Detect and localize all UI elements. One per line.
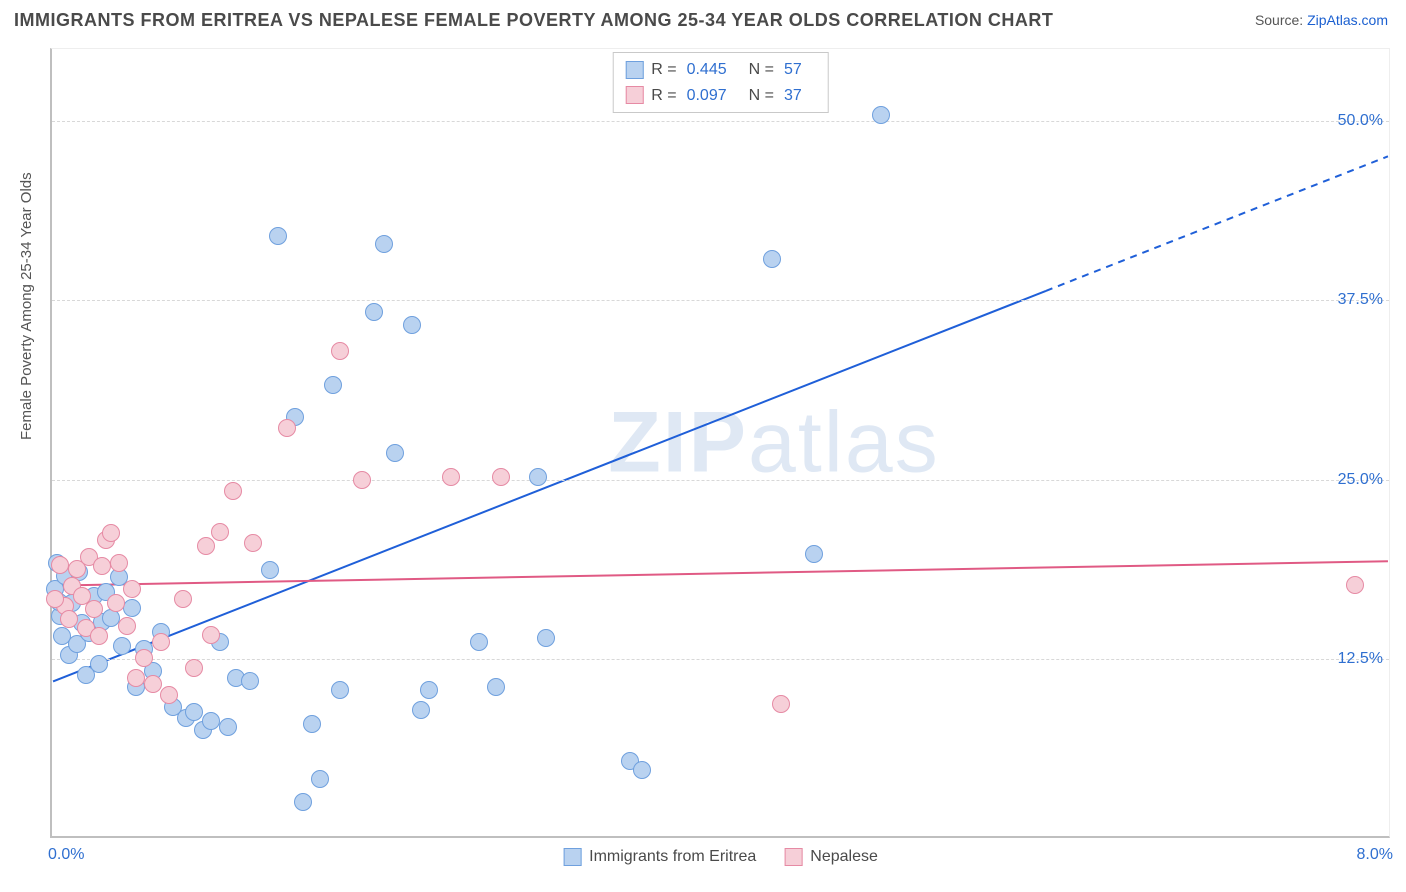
plot-area: ZIPatlas R = 0.445 N = 57 R = 0.097 N = … — [50, 48, 1390, 838]
data-point — [442, 468, 460, 486]
data-point — [51, 556, 69, 574]
y-tick-label: 50.0% — [1338, 112, 1383, 130]
gridline — [52, 659, 1389, 660]
data-point — [113, 637, 131, 655]
data-point — [202, 712, 220, 730]
data-point — [152, 633, 170, 651]
n-label: N = — [749, 83, 774, 109]
data-point — [90, 655, 108, 673]
data-point — [403, 316, 421, 334]
data-point — [123, 599, 141, 617]
r-label: R = — [651, 57, 676, 83]
data-point — [324, 376, 342, 394]
data-point — [211, 523, 229, 541]
legend-swatch-2 — [625, 86, 643, 104]
data-point — [107, 594, 125, 612]
y-tick-label: 12.5% — [1338, 650, 1383, 668]
r-value-1: 0.445 — [687, 57, 727, 83]
n-value-1: 57 — [784, 57, 802, 83]
data-point — [1346, 576, 1364, 594]
legend-swatch-icon — [784, 848, 802, 866]
x-tick-max: 8.0% — [1357, 846, 1393, 864]
series-legend: Immigrants from Eritrea Nepalese — [563, 848, 878, 866]
data-point — [529, 468, 547, 486]
n-label: N = — [749, 57, 774, 83]
data-point — [241, 672, 259, 690]
y-tick-label: 25.0% — [1338, 471, 1383, 489]
data-point — [412, 701, 430, 719]
data-point — [805, 545, 823, 563]
data-point — [763, 250, 781, 268]
data-point — [90, 627, 108, 645]
data-point — [303, 715, 321, 733]
n-value-2: 37 — [784, 83, 802, 109]
data-point — [772, 695, 790, 713]
x-tick-min: 0.0% — [48, 846, 84, 864]
data-point — [160, 686, 178, 704]
data-point — [85, 600, 103, 618]
data-point — [118, 617, 136, 635]
data-point — [127, 669, 145, 687]
data-point — [537, 629, 555, 647]
chart-title: IMMIGRANTS FROM ERITREA VS NEPALESE FEMA… — [14, 10, 1053, 31]
data-point — [386, 444, 404, 462]
legend-row-1: R = 0.445 N = 57 — [625, 57, 816, 83]
legend-item-2: Nepalese — [784, 848, 878, 866]
source-attribution: Source: ZipAtlas.com — [1255, 12, 1388, 28]
data-point — [331, 681, 349, 699]
data-point — [278, 419, 296, 437]
data-point — [224, 482, 242, 500]
legend-label-1: Immigrants from Eritrea — [589, 848, 756, 866]
data-point — [269, 227, 287, 245]
data-point — [375, 235, 393, 253]
data-point — [261, 561, 279, 579]
legend-row-2: R = 0.097 N = 37 — [625, 83, 816, 109]
data-point — [872, 106, 890, 124]
data-point — [470, 633, 488, 651]
data-point — [60, 610, 78, 628]
data-point — [174, 590, 192, 608]
data-point — [294, 793, 312, 811]
data-point — [185, 659, 203, 677]
data-point — [365, 303, 383, 321]
y-tick-label: 37.5% — [1338, 291, 1383, 309]
r-value-2: 0.097 — [687, 83, 727, 109]
data-point — [331, 342, 349, 360]
legend-swatch-1 — [625, 61, 643, 79]
data-point — [202, 626, 220, 644]
data-point — [110, 554, 128, 572]
legend-label-2: Nepalese — [810, 848, 878, 866]
data-point — [185, 703, 203, 721]
correlation-legend: R = 0.445 N = 57 R = 0.097 N = 37 — [612, 52, 829, 113]
r-label: R = — [651, 83, 676, 109]
data-point — [420, 681, 438, 699]
data-point — [244, 534, 262, 552]
data-point — [102, 524, 120, 542]
data-point — [492, 468, 510, 486]
source-label: Source: — [1255, 12, 1307, 28]
legend-item-1: Immigrants from Eritrea — [563, 848, 756, 866]
trend-lines — [52, 49, 1389, 836]
data-point — [123, 580, 141, 598]
data-point — [46, 590, 64, 608]
data-point — [135, 649, 153, 667]
legend-swatch-icon — [563, 848, 581, 866]
data-point — [93, 557, 111, 575]
gridline — [52, 121, 1389, 122]
data-point — [633, 761, 651, 779]
data-point — [219, 718, 237, 736]
y-axis-label: Female Poverty Among 25-34 Year Olds — [18, 172, 35, 440]
data-point — [197, 537, 215, 555]
data-point — [311, 770, 329, 788]
data-point — [144, 675, 162, 693]
gridline — [52, 480, 1389, 481]
source-link[interactable]: ZipAtlas.com — [1307, 12, 1388, 28]
watermark: ZIPatlas — [608, 393, 939, 492]
data-point — [487, 678, 505, 696]
data-point — [353, 471, 371, 489]
gridline — [52, 300, 1389, 301]
